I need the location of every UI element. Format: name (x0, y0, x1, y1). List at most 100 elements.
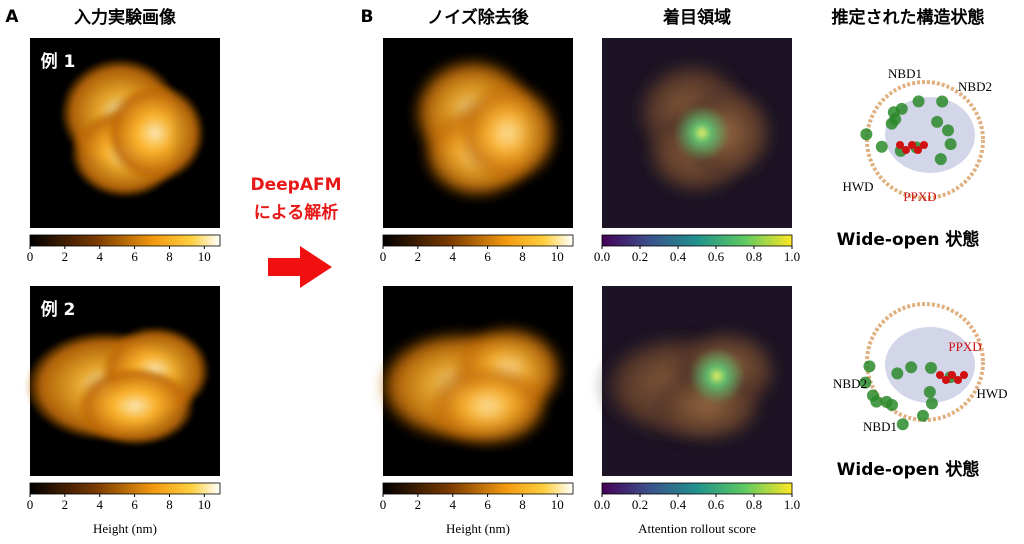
label: B (361, 7, 374, 27)
ppxd (960, 371, 968, 379)
label: A (5, 7, 19, 27)
helix (934, 153, 947, 166)
image (383, 38, 573, 228)
ppxd (936, 371, 944, 379)
colorbar (29, 234, 221, 247)
blob (458, 83, 558, 183)
label: Wide-open 状態 (837, 459, 980, 480)
ppxd (948, 371, 956, 379)
label: PPXD (903, 189, 936, 204)
helix (944, 138, 957, 151)
helix (863, 360, 876, 373)
label: NBD2 (833, 376, 867, 391)
label: 0.0 (594, 249, 610, 264)
helix (912, 95, 925, 108)
label: 0.0 (594, 497, 610, 512)
helix (891, 367, 904, 380)
label: PPXD (948, 339, 981, 354)
helix (923, 386, 936, 399)
label: Wide-open 状態 (837, 229, 980, 250)
colorbar (601, 234, 793, 247)
helix (875, 140, 888, 153)
hotspot (689, 348, 745, 404)
colorbar (382, 482, 574, 495)
ppxd (902, 146, 910, 154)
blob (428, 366, 548, 446)
label: 1.0 (784, 249, 800, 264)
label: による解析 (254, 202, 339, 223)
label: Attention rollout score (638, 521, 756, 536)
label: 6 (131, 497, 138, 512)
colorbar (601, 482, 793, 495)
helix (896, 418, 909, 431)
label: 6 (484, 249, 491, 264)
helix (925, 361, 938, 374)
label: 6 (131, 249, 138, 264)
arrow-shape (268, 246, 332, 288)
ppxd (954, 376, 962, 384)
helix (931, 115, 944, 128)
helix (859, 376, 872, 389)
label: 0.2 (632, 497, 648, 512)
label: 8 (166, 497, 173, 512)
blob (105, 83, 205, 183)
label: 0 (27, 249, 34, 264)
label: 例 2 (41, 299, 76, 320)
label: 10 (551, 497, 564, 512)
label: 例 1 (41, 51, 76, 72)
domain (885, 97, 975, 173)
label: Height (nm) (93, 521, 157, 536)
label: 0 (380, 249, 387, 264)
label: 8 (519, 497, 526, 512)
label: 6 (484, 497, 491, 512)
hotspot (674, 105, 730, 161)
ppxd (920, 141, 928, 149)
helix (870, 395, 883, 408)
label: 0.4 (670, 497, 687, 512)
helix (941, 124, 954, 137)
label: 10 (551, 249, 564, 264)
colorbar (382, 234, 574, 247)
label: 着目領域 (662, 7, 731, 28)
label: NBD1 (888, 66, 922, 81)
helix (887, 106, 900, 119)
ppxd (942, 376, 950, 384)
colorbar (29, 482, 221, 495)
label: Height (nm) (446, 521, 510, 536)
label: 4 (449, 497, 456, 512)
label: 0.8 (746, 249, 762, 264)
label: 2 (415, 249, 422, 264)
label: 4 (449, 249, 456, 264)
label: 10 (198, 497, 211, 512)
label: 0.6 (708, 497, 725, 512)
helix (905, 361, 918, 374)
image (378, 286, 573, 476)
label: 入力実験画像 (74, 7, 177, 28)
label: 0 (380, 497, 387, 512)
label: HWD (842, 179, 873, 194)
image (25, 286, 220, 476)
helix (860, 128, 873, 141)
label: DeepAFM (250, 175, 341, 195)
ppxd (896, 141, 904, 149)
label: ノイズ除去後 (427, 7, 529, 28)
ppxd (914, 146, 922, 154)
helix (885, 117, 898, 130)
label: NBD1 (863, 419, 897, 434)
label: NBD2 (958, 79, 992, 94)
label: 2 (415, 497, 422, 512)
image (602, 38, 792, 228)
label: 0.6 (708, 249, 725, 264)
image (30, 38, 220, 228)
label: 8 (519, 249, 526, 264)
helix (886, 398, 899, 411)
label: 0.8 (746, 497, 762, 512)
label: 推定された構造状態 (832, 7, 985, 28)
label: 0.4 (670, 249, 687, 264)
label: 4 (96, 497, 103, 512)
label: 0 (27, 497, 34, 512)
image (597, 286, 792, 476)
label: 4 (96, 249, 103, 264)
label: 10 (198, 249, 211, 264)
label: HWD (976, 386, 1007, 401)
